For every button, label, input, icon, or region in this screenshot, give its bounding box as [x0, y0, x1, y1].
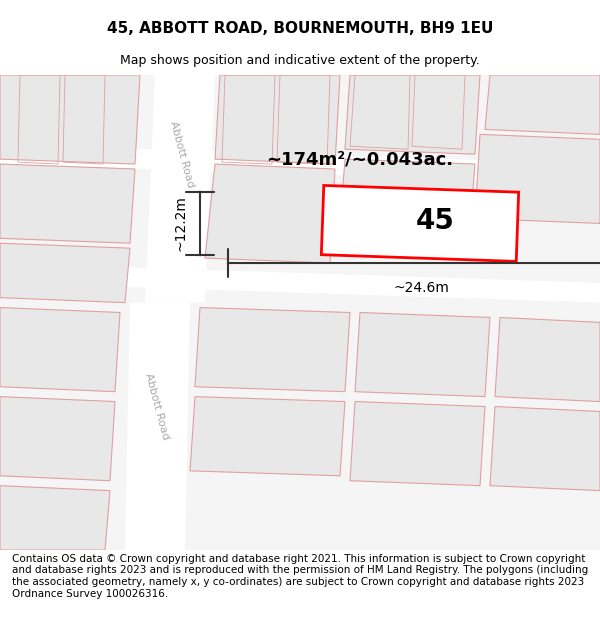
Polygon shape [215, 75, 340, 164]
Text: ~24.6m: ~24.6m [393, 281, 449, 295]
Polygon shape [205, 164, 335, 263]
Polygon shape [0, 397, 115, 481]
Polygon shape [145, 75, 215, 302]
Text: Abbott Road: Abbott Road [143, 372, 171, 441]
Polygon shape [0, 308, 120, 392]
Text: Contains OS data © Crown copyright and database right 2021. This information is : Contains OS data © Crown copyright and d… [12, 554, 588, 599]
Text: Abbott Road: Abbott Road [168, 120, 196, 189]
Polygon shape [475, 134, 600, 223]
Text: ~12.2m: ~12.2m [174, 196, 188, 251]
Polygon shape [355, 312, 490, 397]
Polygon shape [345, 75, 480, 154]
Polygon shape [190, 397, 345, 476]
Polygon shape [0, 164, 135, 243]
Text: ~174m²/~0.043ac.: ~174m²/~0.043ac. [266, 150, 454, 168]
Polygon shape [0, 263, 600, 302]
Polygon shape [495, 318, 600, 401]
Polygon shape [0, 243, 130, 302]
Text: 45, ABBOTT ROAD, BOURNEMOUTH, BH9 1EU: 45, ABBOTT ROAD, BOURNEMOUTH, BH9 1EU [107, 21, 493, 36]
Polygon shape [350, 401, 485, 486]
Polygon shape [490, 406, 600, 491]
Polygon shape [322, 186, 518, 261]
Text: 45: 45 [416, 208, 454, 236]
Polygon shape [0, 144, 600, 184]
Polygon shape [0, 486, 110, 550]
Polygon shape [195, 308, 350, 392]
Text: Map shows position and indicative extent of the property.: Map shows position and indicative extent… [120, 54, 480, 67]
Polygon shape [125, 302, 190, 550]
Polygon shape [0, 75, 140, 164]
Polygon shape [485, 75, 600, 134]
Polygon shape [338, 159, 475, 253]
